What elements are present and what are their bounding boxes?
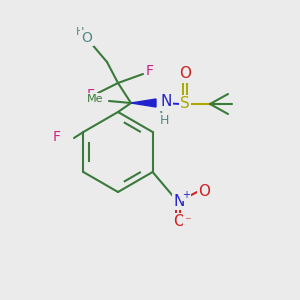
Text: O: O	[82, 31, 92, 45]
Text: +: +	[182, 190, 190, 200]
Text: Me: Me	[86, 94, 103, 104]
Text: O: O	[179, 67, 191, 82]
Text: N: N	[173, 194, 185, 208]
Text: N: N	[160, 94, 172, 110]
Text: F: F	[53, 130, 61, 144]
Text: S: S	[180, 97, 190, 112]
Text: H: H	[76, 27, 84, 37]
Text: O: O	[173, 214, 185, 230]
Polygon shape	[131, 99, 156, 107]
Text: H: H	[159, 113, 169, 127]
Text: ⁻: ⁻	[184, 215, 190, 229]
Text: F: F	[146, 64, 154, 78]
Text: F: F	[87, 88, 95, 102]
Text: O: O	[198, 184, 210, 199]
